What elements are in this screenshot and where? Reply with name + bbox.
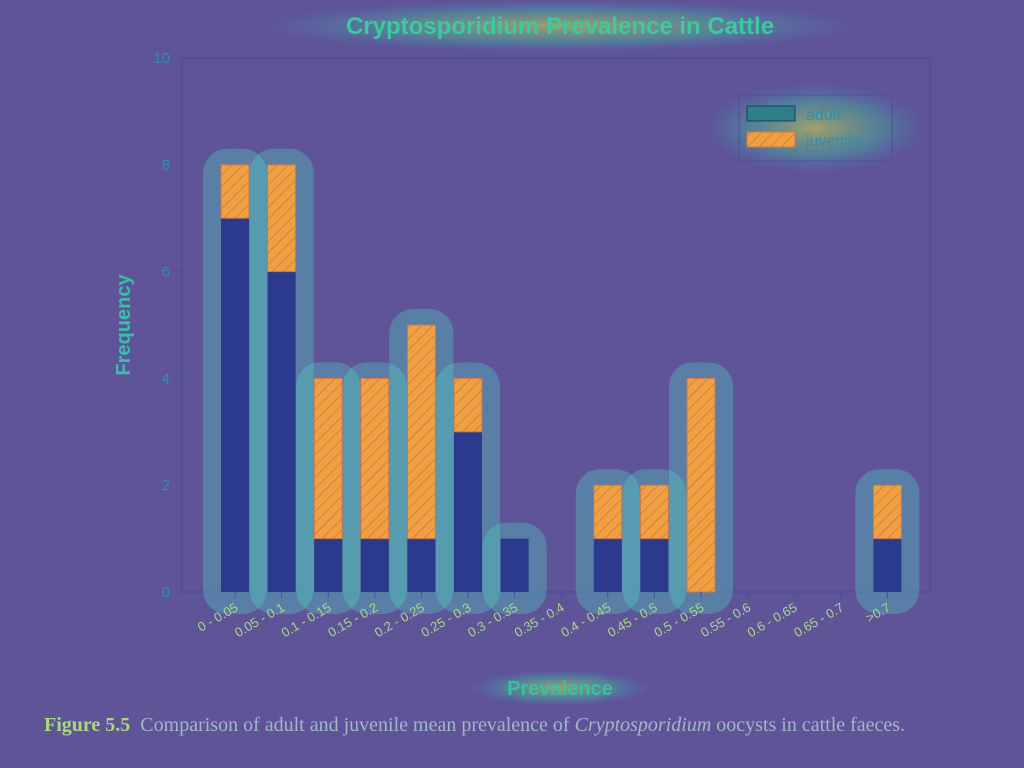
bar-juvenile [267,164,297,273]
caption-text-before: Comparison of adult and juvenile mean pr… [140,714,570,736]
bar-adult [454,431,482,592]
bar-juvenile [872,484,902,540]
bar-juvenile [639,484,669,540]
xlabel-glow [470,670,650,706]
caption-italic-term: Cryptosporidium [574,714,712,736]
bar-adult [360,538,389,592]
legend-label-juvenile: juvenile [805,133,860,150]
y-axis-ticks: 0 2 4 6 8 10 [153,50,182,601]
legend: adult juvenile [705,83,925,173]
bar-juvenile [313,377,343,540]
chart: Cryptosporidium Prevalence in Cattle 0 2 4… [113,0,931,706]
legend-swatch-juvenile [746,131,796,148]
y-tick-label: 4 [162,370,170,387]
y-tick-label: 0 [162,584,170,601]
chart-title: Cryptosporidium Prevalence in Cattle [346,13,774,40]
x-tick-label: 0.6 - 0.65 [745,600,800,640]
bar-glows [203,148,920,615]
bar-adult [267,271,296,592]
bar-adult [407,538,436,592]
bars [220,164,902,593]
bar-juvenile [593,484,623,540]
y-tick-label: 6 [162,264,170,281]
caption-text-after: oocysts in cattle faeces. [716,714,906,736]
legend-label-adult: adult [806,107,841,124]
legend-swatch-adult [746,105,796,122]
bar-adult [314,538,343,592]
title-glow [260,0,860,52]
bar-juvenile [360,377,390,540]
bar-adult [640,538,669,592]
figure-caption: Figure 5.5 Comparison of adult and juven… [44,713,1004,737]
legend-box [738,94,893,162]
bar-adult [221,218,249,592]
y-tick-label: 2 [162,477,170,494]
y-axis-label: Frequency [113,274,135,376]
bar-adult [873,538,902,592]
x-tick-label: 0.65 - 0.7 [791,600,846,640]
bar-juvenile [220,164,250,219]
bar-juvenile [686,377,716,593]
plot-frame [181,57,931,593]
bar-juvenile [453,377,483,433]
bar-adult [593,538,622,592]
figure-label: Figure 5.5 [44,714,131,736]
x-axis-label: Prevalence [507,678,613,700]
bar-adult [500,538,529,592]
y-tick-label: 10 [153,50,170,67]
bar-juvenile [406,324,436,540]
y-tick-label: 8 [162,157,170,174]
